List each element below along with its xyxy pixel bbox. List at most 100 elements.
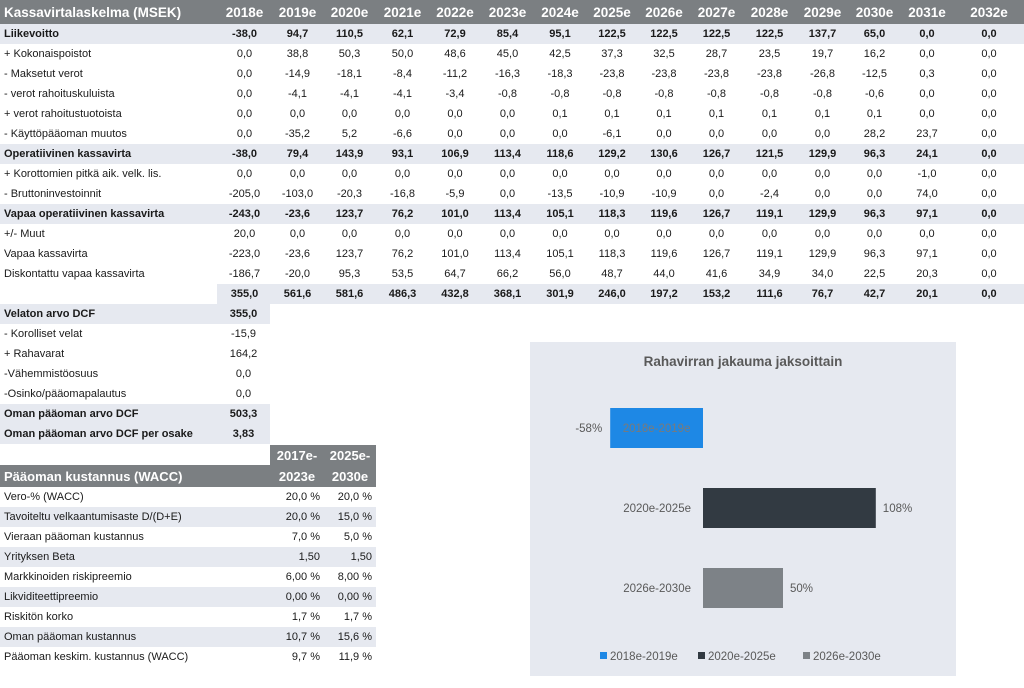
dcf-row: Vapaa operatiivinen kassavirta -243,0 -23,… <box>0 204 1024 224</box>
wacc-value: 1,50 <box>270 547 324 567</box>
wacc-value: 8,00 % <box>337 571 372 583</box>
dcf-cell: 137,7 <box>796 24 849 44</box>
chart-legend: 2018e-2019e 2020e-2025e 2026e-2030e <box>600 651 881 663</box>
bar-2018e-2019e <box>610 408 703 448</box>
dcf-cell: -0,6 <box>865 88 884 100</box>
valuation-value: 355,0 <box>217 304 270 324</box>
dcf-row-label: - Bruttoninvestoinnit <box>4 188 102 200</box>
valuation-row: -Osinko/pääomapalautus 0,0 <box>0 384 270 404</box>
dcf-cell: 0,0 <box>919 48 935 60</box>
valuation-label: -Vähemmistöosuus <box>4 368 99 380</box>
dcf-cell: 0,0 <box>499 168 516 180</box>
dcf-table-body: Liikevoitto -38,0 94,7 110,5 62,1 72,9 85,4 95,… <box>0 24 1024 304</box>
dcf-cumulative-row: 355,0 561,6 581,6 486,3 432,8 368,1 301,9 246,0… <box>0 284 1024 304</box>
dcf-cell: 105,1 <box>546 248 574 260</box>
dcf-cell: 129,9 <box>808 248 837 260</box>
dcf-cell: 97,1 <box>916 248 938 260</box>
dcf-row-label: + Korottomien pitkä aik. velk. lis. <box>4 168 162 180</box>
wacc-row: Tavoiteltu velkaantumisaste D/(D+E) 20,0 … <box>0 507 376 527</box>
dcf-cell: 0,0 <box>499 228 516 240</box>
dcf-cell: 0,0 <box>236 48 253 60</box>
dcf-row-label: + verot rahoitustuotoista <box>4 108 122 120</box>
dcf-cell: 79,4 <box>272 144 323 164</box>
category-label: 2020e-2025e <box>623 503 691 515</box>
dcf-cell: 96,3 <box>849 144 900 164</box>
dcf-cell: 62,1 <box>376 24 429 44</box>
wacc-value: 9,7 % <box>291 651 320 663</box>
dcf-cumulative-cell: 42,7 <box>849 284 900 304</box>
dcf-cell: -13,5 <box>547 188 573 200</box>
dcf-cell: 95,3 <box>338 268 361 280</box>
dcf-cell: 0,0 <box>866 188 883 200</box>
dcf-cell: 76,2 <box>376 204 429 224</box>
dcf-row: - Maksetut verot 0,0 -14,9 -18,1 -8,4 -11,2 -1… <box>0 64 1024 84</box>
wacc-table: 2017e- 2025e- Pääoman kustannus (WACC) 2… <box>0 445 376 667</box>
dcf-cell: 123,7 <box>335 248 364 260</box>
wacc-header-row-top: 2017e- 2025e- <box>0 445 376 465</box>
dcf-cell: -3,4 <box>445 88 465 100</box>
dcf-cell: -20,3 <box>336 188 363 200</box>
dcf-cell: 0,0 <box>814 128 831 140</box>
dcf-cell: -23,8 <box>756 68 783 80</box>
data-label: -58% <box>575 423 602 435</box>
dcf-cell: 0,0 <box>236 88 253 100</box>
dcf-cell: 106,9 <box>429 144 481 164</box>
wacc-label: Vieraan pääoman kustannus <box>4 531 144 543</box>
dcf-cell: 119,6 <box>638 204 690 224</box>
dcf-cell: 28,2 <box>863 128 886 140</box>
dcf-cell: -16,3 <box>494 68 521 80</box>
dcf-cell: 0,0 <box>341 168 358 180</box>
wacc-table-body: 2017e- 2025e- Pääoman kustannus (WACC) 2… <box>0 445 376 667</box>
dcf-row: + verot rahoitustuotoista 0,0 0,0 0,0 0,0 0,0… <box>0 104 1024 124</box>
dcf-cell: 0,0 <box>604 228 620 240</box>
year-header: 2027e <box>690 0 743 24</box>
dcf-cell: 0,0 <box>814 188 831 200</box>
dcf-cell: 50,0 <box>391 48 414 60</box>
dcf-cell: 118,6 <box>534 144 586 164</box>
valuation-table-body: Velaton arvo DCF 355,0- Korolliset velat -… <box>0 304 270 444</box>
year-header: 2030e <box>849 0 900 24</box>
dcf-cell: 74,0 <box>916 188 938 200</box>
dcf-cell: 96,3 <box>849 204 900 224</box>
dcf-cell: -0,8 <box>550 88 570 100</box>
dcf-cell: 37,3 <box>601 48 623 60</box>
dcf-cell: 0,0 <box>954 144 1024 164</box>
valuation-label: + Rahavarat <box>4 348 65 360</box>
dcf-cell: 0,1 <box>866 108 883 120</box>
dcf-cell: -12,5 <box>861 68 888 80</box>
wacc-header-row-bottom: Pääoman kustannus (WACC) 2023e 2030e <box>0 465 376 487</box>
dcf-row-label: Vapaa kassavirta <box>4 248 88 260</box>
dcf-cell: 0,0 <box>981 168 997 180</box>
dcf-cell: 113,4 <box>481 144 534 164</box>
legend-swatch <box>803 652 810 659</box>
wacc-label: Yrityksen Beta <box>0 547 270 567</box>
dcf-cell: 0,0 <box>236 128 253 140</box>
dcf-cell: -26,8 <box>809 68 836 80</box>
dcf-cell: 0,0 <box>394 228 411 240</box>
dcf-cell: -6,6 <box>393 128 412 140</box>
wacc-row: Markkinoiden riskipreemio 6,00 % 8,00 % <box>0 567 376 587</box>
dcf-cell: -38,0 <box>217 24 272 44</box>
dcf-table: Kassavirtalaskelma (MSEK) 2018e 2019e 20… <box>0 0 1024 304</box>
wacc-value: 7,0 % <box>291 531 320 543</box>
dcf-cell: 0,0 <box>447 128 463 140</box>
dcf-cell: 0,0 <box>656 168 672 180</box>
dcf-cell: 44,0 <box>653 268 675 280</box>
year-header: 2019e <box>272 0 323 24</box>
dcf-cell: -23,8 <box>703 68 730 80</box>
dcf-row: Operatiivinen kassavirta -38,0 79,4 143,9 93… <box>0 144 1024 164</box>
dcf-cell: 0,0 <box>289 168 306 180</box>
dcf-cell: 118,3 <box>598 248 626 260</box>
year-header: 2029e <box>796 0 849 24</box>
category-label: 2018e-2019e <box>623 423 691 435</box>
valuation-row: Oman pääoman arvo DCF 503,3 <box>0 404 270 424</box>
dcf-cell: -18,1 <box>336 68 363 80</box>
wacc-row: Riskitön korko 1,7 % 1,7 % <box>0 607 376 627</box>
dcf-cell: 0,0 <box>289 108 306 120</box>
dcf-cell: 0,0 <box>981 128 997 140</box>
wacc-title: Pääoman kustannus (WACC) <box>0 465 270 487</box>
dcf-cell: 28,7 <box>705 48 728 60</box>
dcf-row: + Korottomien pitkä aik. velk. lis. 0,0 0,… <box>0 164 1024 184</box>
dcf-cell: -103,0 <box>281 188 314 200</box>
dcf-cell: 0,0 <box>761 168 778 180</box>
